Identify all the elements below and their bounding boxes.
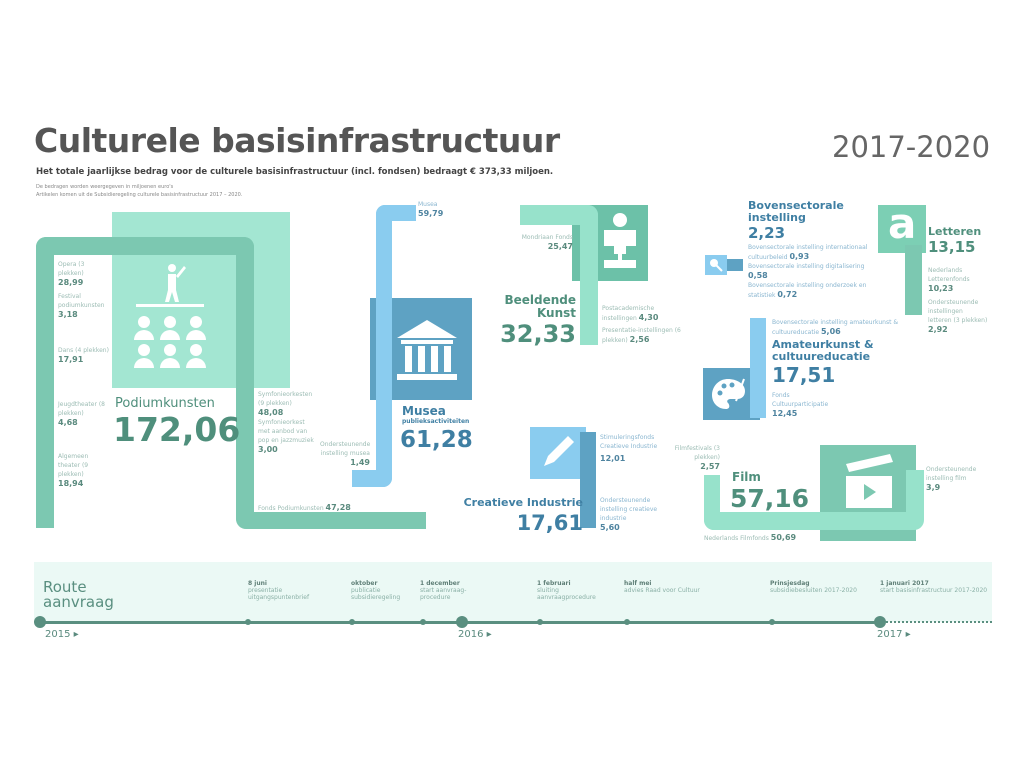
timeline-event: 1 januari 2017 start basisinfrastructuur … xyxy=(880,580,988,594)
letteren-item: Ondersteunende instellingen letteren (3 … xyxy=(928,299,988,334)
musea-title: Musea xyxy=(402,404,446,418)
podium-item: Symfonieorkest met aanbod van pop en jaz… xyxy=(258,419,314,454)
audience-icon xyxy=(134,264,206,368)
timeline-future xyxy=(882,621,992,623)
boven-total: 2,23 xyxy=(748,224,786,242)
podium-item: Dans (4 plekken) 17,91 xyxy=(58,347,109,364)
musea-item: Musea 59,79 xyxy=(418,201,444,218)
letteren-item: Nederlands Letterenfonds 10,23 xyxy=(928,267,970,293)
letteren-title: Letteren xyxy=(928,225,982,238)
boven-title: Bovensectorale instelling xyxy=(748,199,844,224)
podium-tube xyxy=(36,237,54,528)
podium-item: Jeugdtheater (8 plekken) 4,68 xyxy=(58,401,105,427)
boven-item: Bovensectorale instelling onderzoek en s… xyxy=(748,282,867,299)
podium-item: Fonds Podiumkunsten 47,28 xyxy=(258,503,351,512)
creatief-tube xyxy=(580,432,596,528)
subtitle: Het totale jaarlijkse bedrag voor de cul… xyxy=(36,167,554,177)
boven-item: Bovensectorale instelling internationaal… xyxy=(748,244,868,261)
timeline-event: Prinsjesdag subsidiebesluiten 2017-2020 xyxy=(770,580,857,594)
note: De bedragen worden weergegeven in miljoe… xyxy=(36,184,174,190)
timeline-event: oktober publicatie subsidieregeling xyxy=(351,580,401,601)
search-icon-bars xyxy=(727,259,743,271)
creatief-title: Creatieve Industrie xyxy=(463,496,583,509)
musea-tube xyxy=(352,470,392,487)
timeline-dot xyxy=(874,616,886,628)
timeline-year: 2017 ▸ xyxy=(877,629,911,640)
film-tube xyxy=(906,470,924,518)
amateur-item: Bovensectorale instelling amateurkunst &… xyxy=(772,319,899,336)
podium-item: Algemeen theater (9 plekken) 18,94 xyxy=(58,453,89,488)
boven-item: Bovensectorale instelling digitalisering… xyxy=(748,263,865,280)
timeline-dot xyxy=(537,619,543,625)
film-total: 57,16 xyxy=(730,484,810,513)
timeline-dot xyxy=(245,619,251,625)
beeldend-tube xyxy=(580,205,598,345)
palette-icon xyxy=(712,378,745,409)
podium-tube xyxy=(236,237,254,528)
timeline-event: 1 december start aanvraag-procedure xyxy=(420,580,467,601)
search-icon xyxy=(710,259,723,272)
timeline-title: Route aanvraag xyxy=(43,578,114,611)
timeline-dot xyxy=(349,619,355,625)
film-item: Nederlands Filmfonds 50,69 xyxy=(704,533,797,542)
musea-item: Ondersteunende instelling musea 1,49 xyxy=(320,441,371,467)
beeldend-item: Presentatie-instellingen (6 plekken) 2,5… xyxy=(602,327,681,344)
amateur-total: 17,51 xyxy=(772,363,836,387)
musea-total: 61,28 xyxy=(400,427,473,453)
clapperboard-icon xyxy=(846,454,893,508)
film-tube xyxy=(704,512,924,530)
film-item: Ondersteunende instelling film 3,9 xyxy=(926,466,977,492)
period: 2017-2020 xyxy=(832,130,991,164)
podium-item: Opera (3 plekken) 28,99 xyxy=(58,261,85,287)
page-title: Culturele basisinfrastructuur xyxy=(34,121,560,160)
creatief-item: Stimuleringsfonds Creatieve Industrie 12,… xyxy=(600,434,658,463)
amateur-title: Amateurkunst & cultuureducatie xyxy=(772,338,874,363)
letteren-tube xyxy=(905,245,922,315)
letteren-total: 13,15 xyxy=(928,238,976,256)
creatief-total: 17,61 xyxy=(516,511,583,535)
timeline-dot xyxy=(420,619,426,625)
beeldend-item: Mondriaan Fonds 25,47 xyxy=(521,234,573,251)
film-title: Film xyxy=(732,470,761,484)
timeline-dot xyxy=(456,616,468,628)
letter-a-icon: a xyxy=(888,199,917,248)
beeldend-item: Postacademische instellingen 4,30 xyxy=(602,305,659,322)
timeline-dot xyxy=(34,616,46,628)
timeline-dot xyxy=(624,619,630,625)
musea-subtitle: publieksactiviteiten xyxy=(402,418,470,425)
timeline-year: 2016 ▸ xyxy=(458,629,492,640)
timeline-event: half mei advies Raad voor Cultuur xyxy=(624,580,700,594)
sculpture-icon xyxy=(604,213,636,268)
musea-tube xyxy=(376,205,392,487)
museum-icon xyxy=(397,320,457,380)
podium-tube xyxy=(236,512,426,529)
timeline-band xyxy=(34,562,992,622)
amateur-item: Fonds Cultuurparticipatie 12,45 xyxy=(772,392,829,418)
timeline-dot xyxy=(769,619,775,625)
timeline-event: 8 juni presentatie uitgangspuntenbrief xyxy=(248,580,310,601)
beeldend-total: 32,33 xyxy=(500,320,576,348)
podium-total: 172,06 xyxy=(113,410,241,449)
amateur-tube xyxy=(750,318,766,418)
note: Artikelen komen uit de Subsidieregeling … xyxy=(36,192,243,198)
timeline-event: 1 februari sluiting aanvraagprocedure xyxy=(537,580,596,601)
beeldend-tube xyxy=(520,205,598,225)
podium-item: Symfonieorkesten (9 plekken) 48,08 xyxy=(258,391,313,417)
pencil-icon xyxy=(544,436,574,466)
timeline-year: 2015 ▸ xyxy=(45,629,79,640)
beeldend-title: Beeldende Kunst xyxy=(504,293,576,320)
film-item: Filmfestivals (3 plekken) 2,57 xyxy=(674,445,720,471)
podium-title: Podiumkunsten xyxy=(115,396,215,411)
podium-item: Festival podiumkunsten 3,18 xyxy=(58,293,105,319)
podium-tube xyxy=(36,237,254,255)
creatief-item: Ondersteunende instelling creatieve indu… xyxy=(600,497,658,532)
